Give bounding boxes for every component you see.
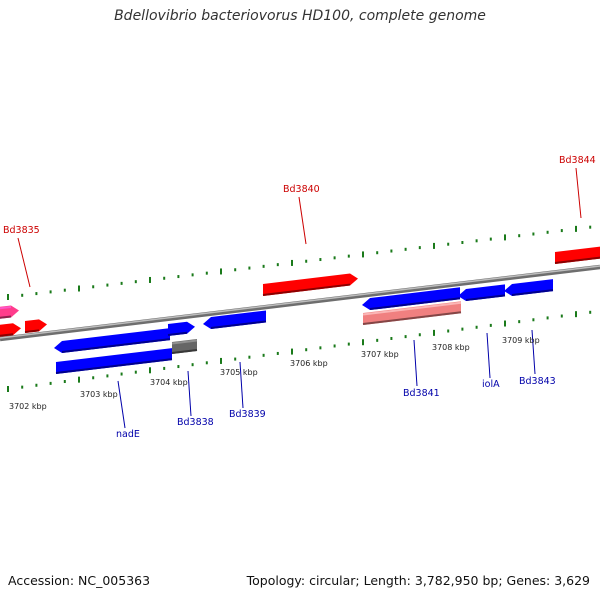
gene-track bbox=[0, 245, 600, 374]
genome-stats-text: Topology: circular; Length: 3,782,950 bp… bbox=[246, 573, 590, 588]
scale-label: 3706 kbp bbox=[290, 359, 328, 368]
accession-text: Accession: NC_005363 bbox=[8, 573, 151, 588]
scale-label: 3705 kbp bbox=[220, 368, 258, 377]
scale-label: 3708 kbp bbox=[432, 343, 470, 352]
scale-label: 3707 kbp bbox=[361, 350, 399, 359]
gene-arrow-bd3840[interactable] bbox=[262, 273, 358, 296]
upper-tick-row bbox=[7, 225, 592, 300]
label-connector bbox=[531, 329, 536, 375]
lower-tick-row bbox=[7, 310, 592, 392]
gene-arrow-reverse[interactable] bbox=[54, 328, 171, 354]
gene-arrow-bd3844[interactable] bbox=[554, 245, 600, 264]
label-connector bbox=[486, 332, 491, 379]
label-connector bbox=[17, 237, 31, 288]
label-connector bbox=[239, 361, 244, 409]
gene-label-bd3839[interactable]: Bd3839 bbox=[229, 409, 266, 420]
gene-arrow-forward[interactable] bbox=[24, 319, 47, 333]
gene-label-bd3840[interactable]: Bd3840 bbox=[283, 184, 320, 195]
scale-label: 3704 kbp bbox=[150, 378, 188, 387]
gene-label-iola[interactable]: iolA bbox=[482, 379, 500, 390]
gene-arrow-bd3843[interactable] bbox=[504, 279, 554, 297]
gene-arrow-bd3841[interactable] bbox=[362, 287, 461, 311]
gene-arrow-iola[interactable] bbox=[458, 284, 506, 302]
gene-arrow-bd3841-pseudo[interactable] bbox=[362, 301, 462, 325]
gene-label-nade[interactable]: nadE bbox=[116, 429, 140, 440]
map-title: Bdellovibrio bacteriovorus HD100, comple… bbox=[114, 8, 486, 24]
label-connectors bbox=[17, 167, 582, 429]
label-connector bbox=[117, 380, 126, 429]
gene-arrow-nade[interactable] bbox=[55, 348, 173, 374]
gene-arrow-forward-pink[interactable] bbox=[0, 305, 19, 320]
label-connector bbox=[298, 196, 307, 245]
gene-label-bd3844[interactable]: Bd3844 bbox=[559, 155, 596, 166]
genome-backbone bbox=[0, 264, 600, 342]
scale-label: 3702 kbp bbox=[9, 402, 47, 411]
label-connector bbox=[187, 370, 192, 417]
scale-label: 3703 kbp bbox=[80, 390, 118, 399]
label-connector bbox=[575, 167, 582, 219]
gene-arrow-reverse[interactable] bbox=[167, 321, 195, 336]
label-layer: 3702 kbp 3703 kbp 3704 kbp 3705 kbp 3706 kbp… bbox=[3, 155, 596, 440]
gene-arrow-bd3839[interactable] bbox=[203, 310, 267, 330]
gene-arrow-bd3838[interactable] bbox=[171, 339, 198, 354]
label-connector bbox=[413, 339, 418, 387]
gene-label-bd3841[interactable]: Bd3841 bbox=[403, 388, 440, 399]
gene-label-bd3835[interactable]: Bd3835 bbox=[3, 225, 40, 236]
scale-label: 3709 kbp bbox=[502, 336, 540, 345]
gene-label-bd3843[interactable]: Bd3843 bbox=[519, 376, 556, 387]
gene-arrow-forward[interactable] bbox=[0, 323, 21, 338]
gene-label-bd3838[interactable]: Bd3838 bbox=[177, 417, 214, 428]
